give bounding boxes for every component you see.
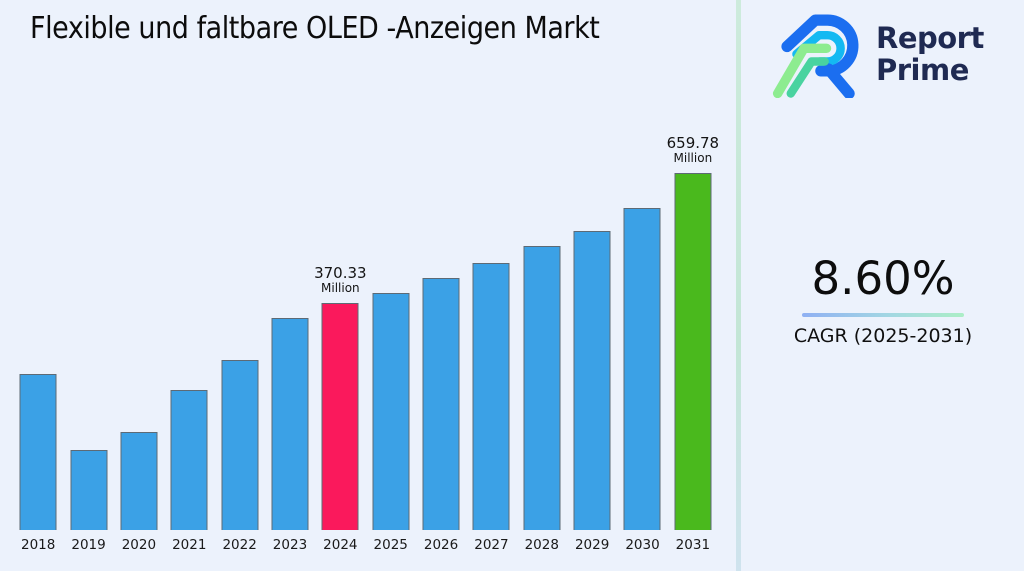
bar-cell-2018: 2018: [13, 90, 63, 553]
value-annotation-2031: 659.78 Million: [658, 133, 729, 166]
bar-2022: [221, 360, 259, 530]
bar-cell-2025: 2025: [366, 90, 416, 553]
bar-2029: [573, 231, 611, 530]
annotation-value: 659.78: [666, 133, 720, 152]
report-prime-logo: Report Prime: [772, 10, 984, 98]
bar-cell-2029: 2029: [567, 90, 617, 553]
annotation-unit: Million: [673, 151, 713, 166]
x-axis-label-2028: 2028: [524, 537, 559, 553]
x-axis-label-2023: 2023: [272, 537, 308, 553]
x-axis-label-2031: 2031: [675, 537, 711, 553]
x-axis-label-2030: 2030: [625, 537, 660, 553]
bar-2025: [372, 293, 410, 530]
bar-2026: [422, 278, 460, 530]
x-axis-label-2024: 2024: [323, 537, 358, 553]
bottom-margin: [0, 571, 1024, 576]
bar-cell-2026: 2026: [416, 90, 466, 553]
annotation-unit: Million: [321, 281, 360, 296]
x-axis-label-2021: 2021: [172, 537, 207, 553]
annotation-value: 370.33: [314, 263, 367, 282]
bar-2031: [674, 173, 712, 530]
vertical-divider: [736, 0, 741, 571]
bar-2030: [623, 208, 661, 530]
x-axis-label-2025: 2025: [373, 537, 408, 553]
bar-cell-2027: 2027: [466, 90, 516, 553]
x-axis-label-2022: 2022: [222, 537, 257, 553]
cagr-block: 8.60% CAGR (2025-2031): [773, 252, 993, 347]
page-title: Flexible und faltbare OLED -Anzeigen Mar…: [30, 11, 600, 46]
bar-cell-2021: 2021: [164, 90, 214, 553]
bar-cell-2022: 2022: [214, 90, 264, 553]
cagr-label: CAGR (2025-2031): [793, 325, 973, 347]
bar-cell-2024: 370.33 Million 2024: [314, 90, 367, 553]
x-axis-label-2019: 2019: [71, 537, 106, 553]
x-axis-label-2018: 2018: [21, 537, 56, 553]
bar-2028: [523, 246, 561, 530]
x-axis-label-2020: 2020: [121, 537, 157, 553]
bar-chart: 2018 2019 2020 2021 2022 2023 370.33 Million 202…: [13, 90, 720, 553]
logo-word-prime: Prime: [876, 53, 969, 87]
bar-2024: [321, 303, 359, 530]
bar-2020: [120, 432, 158, 530]
report-prime-logo-icon: [772, 14, 859, 98]
bar-cell-2020: 2020: [114, 90, 164, 553]
x-axis-label-2029: 2029: [574, 537, 610, 553]
bar-2018: [19, 374, 57, 530]
report-prime-wordmark: Report Prime: [876, 22, 984, 86]
bar-cell-2028: 2028: [517, 90, 567, 553]
bar-2027: [472, 263, 510, 530]
bar-cell-2023: 2023: [265, 90, 315, 553]
bar-cell-2019: 2019: [63, 90, 113, 553]
bar-cell-2031: 659.78 Million 2031: [667, 90, 720, 553]
cagr-underline-accent: [802, 313, 964, 317]
bar-cell-2030: 2030: [617, 90, 667, 553]
x-axis-label-2027: 2027: [474, 537, 509, 553]
value-annotation-2024: 370.33 Million: [305, 263, 376, 296]
bar-2023: [271, 318, 309, 530]
x-axis-label-2026: 2026: [423, 537, 459, 553]
logo-word-report: Report: [876, 21, 984, 55]
cagr-value: 8.60%: [811, 252, 955, 305]
bar-2019: [70, 450, 108, 530]
bar-2021: [170, 390, 208, 530]
